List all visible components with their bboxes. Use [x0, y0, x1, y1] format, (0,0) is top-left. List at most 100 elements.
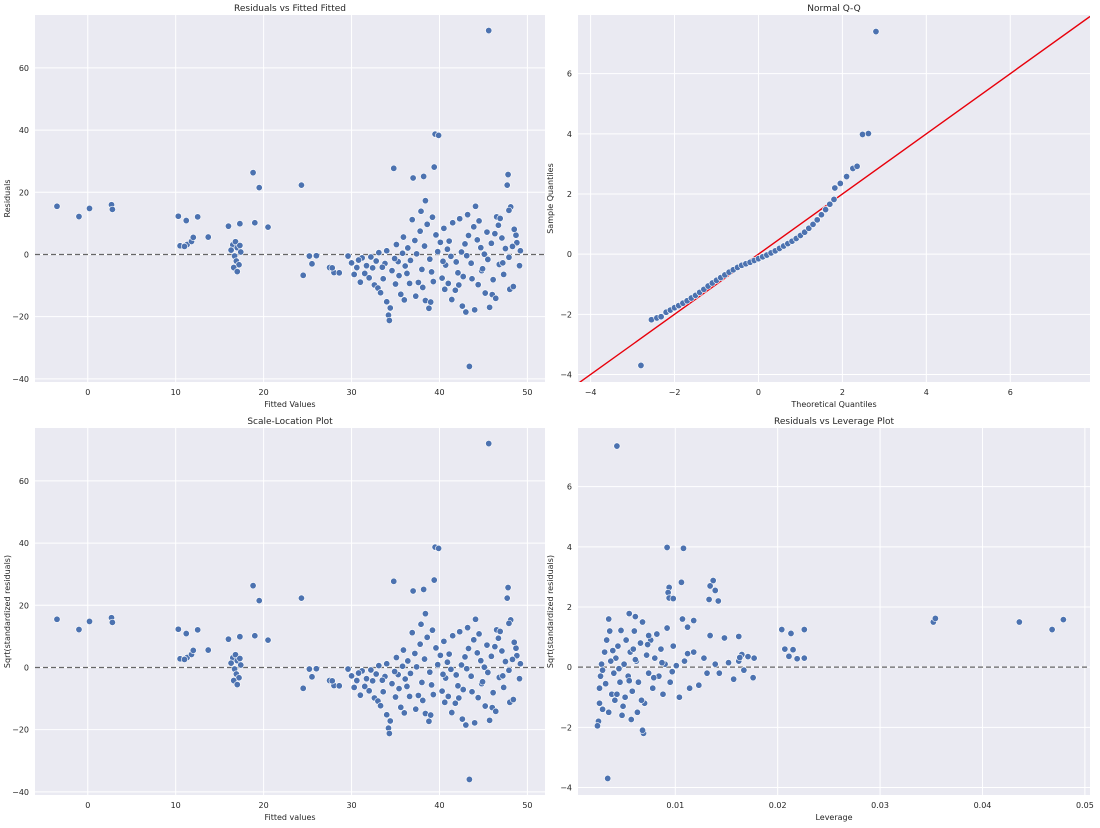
data-point [680, 657, 688, 665]
data-point [596, 699, 604, 707]
x-axis-label: Theoretical Quantiles [790, 400, 876, 409]
data-point [312, 665, 320, 673]
data-point [735, 632, 743, 640]
data-point [479, 678, 487, 686]
data-point [392, 241, 400, 249]
data-point [458, 302, 466, 310]
data-point [631, 656, 639, 664]
data-point [441, 698, 449, 706]
data-point [663, 624, 671, 632]
data-point [778, 626, 786, 634]
data-point [452, 671, 460, 679]
data-point [305, 252, 313, 260]
y-tick-label: 60 [19, 64, 29, 73]
data-point [362, 675, 370, 683]
data-point [467, 672, 475, 680]
data-point [515, 262, 523, 270]
data-point [675, 693, 683, 701]
data-point [864, 130, 872, 138]
data-point [227, 246, 235, 254]
data-point [461, 240, 469, 248]
data-point [789, 646, 797, 654]
data-point [383, 660, 391, 668]
data-point [399, 233, 407, 241]
data-point [625, 610, 633, 618]
data-point [859, 130, 867, 138]
data-point [709, 577, 717, 585]
data-point [406, 279, 414, 287]
data-point [404, 244, 412, 252]
data-point [489, 689, 497, 697]
data-point [353, 264, 361, 272]
data-point [444, 279, 452, 287]
data-point [658, 659, 666, 667]
data-point [53, 615, 61, 623]
data-point [451, 286, 459, 294]
data-point [447, 665, 455, 673]
data-point [496, 627, 504, 635]
data-point [308, 260, 316, 268]
data-point [180, 655, 188, 663]
plot-area [35, 428, 545, 795]
data-point [678, 615, 686, 623]
data-point [645, 669, 653, 677]
data-point [800, 626, 808, 634]
data-point [637, 361, 645, 369]
data-point [931, 614, 939, 622]
plot-area [35, 15, 545, 382]
data-point [744, 653, 752, 661]
x-tick-label: 40 [434, 388, 444, 397]
data-point [75, 213, 83, 221]
data-point [471, 719, 479, 727]
data-point [439, 670, 447, 678]
data-point [483, 641, 491, 649]
data-point [690, 648, 698, 656]
data-point [1048, 626, 1056, 634]
data-point [470, 223, 478, 231]
data-point [86, 204, 94, 212]
data-point [503, 594, 511, 602]
data-point [53, 202, 61, 210]
data-point [513, 239, 521, 247]
data-point [418, 265, 426, 273]
data-point [853, 162, 861, 170]
data-point [264, 223, 272, 231]
y-axis-label: Sqrt(standardized residuals) [3, 555, 12, 668]
x-tick-label: 6 [1008, 388, 1013, 397]
data-point [690, 617, 698, 625]
x-tick-label: 0 [756, 388, 761, 397]
data-point [420, 585, 428, 593]
data-point [423, 220, 431, 228]
y-tick-label: 20 [19, 188, 29, 197]
data-point [614, 642, 622, 650]
y-tick-label: −40 [12, 788, 29, 797]
data-point [406, 669, 414, 677]
data-point [657, 645, 665, 653]
data-point [421, 655, 429, 663]
data-point [487, 652, 495, 660]
scatter-points [637, 28, 880, 369]
data-point [491, 643, 499, 651]
data-point [426, 668, 434, 676]
x-axis-label: Fitted Values [264, 400, 315, 409]
data-point [386, 717, 394, 725]
data-point [408, 629, 416, 637]
data-point [473, 236, 481, 244]
data-point [637, 696, 645, 704]
data-point [375, 662, 383, 670]
data-point [826, 200, 834, 208]
data-point [194, 213, 202, 221]
data-point [793, 655, 801, 663]
data-point [362, 262, 370, 270]
data-point [669, 595, 677, 603]
data-point [391, 255, 399, 263]
data-point [86, 617, 94, 625]
data-point [445, 237, 453, 245]
y-tick-label: 6 [567, 483, 572, 492]
data-point [180, 242, 188, 250]
data-point [616, 678, 624, 686]
data-point [403, 269, 411, 277]
data-point [468, 688, 476, 696]
y-tick-label: 6 [567, 70, 572, 79]
data-point [645, 632, 653, 640]
